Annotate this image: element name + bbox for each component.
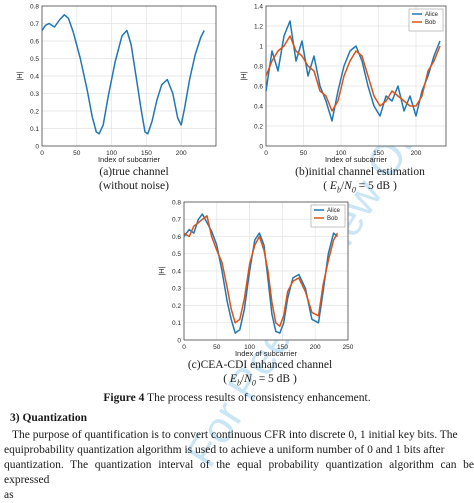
panel-b-caption: (b)initial channel estimation ( Eb/N0 = …	[270, 165, 450, 197]
panel-a-caption-line1: (a)true channel	[99, 166, 169, 178]
y-tick-label: 0.7	[172, 217, 181, 224]
x-tick-label: 250	[343, 344, 354, 351]
y-tick-label: 0.8	[254, 63, 263, 70]
body-paragraph: The purpose of quantification is to conv…	[4, 428, 474, 503]
y-tick-label: 0.2	[254, 123, 263, 130]
y-tick-label: 1.4	[254, 3, 263, 10]
paragraph-line-1: The purpose of quantification is to conv…	[12, 429, 458, 441]
y-tick-label: 0.8	[30, 3, 39, 10]
x-axis-label: Index of subcarrier	[235, 349, 298, 358]
y-tick-label: 0	[259, 143, 263, 150]
y-tick-label: 0.6	[172, 234, 181, 241]
legend-label-alice: Alice	[425, 12, 439, 18]
series-line-bob	[265, 35, 441, 112]
panel-c-caption-line1: (c)CEA-CDI enhanced channel	[187, 359, 333, 371]
panel-a-caption-line2: (without noise)	[99, 180, 169, 192]
x-tick-label: 150	[141, 150, 152, 157]
x-tick-label: 100	[336, 150, 347, 157]
panel-c-caption: (c)CEA-CDI enhanced channel ( Eb/N0 = 5 …	[180, 358, 340, 390]
x-tick-label: 50	[300, 150, 308, 157]
x-tick-label: 0	[182, 344, 186, 351]
x-tick-label: 50	[73, 150, 81, 157]
series-line-bob	[183, 215, 339, 327]
figure-caption-label: Figure 4	[103, 392, 145, 404]
paragraph-line-3: quantization. The quantization interval …	[4, 459, 474, 486]
y-tick-label: 0.5	[30, 56, 39, 63]
paragraph-line-4: as	[4, 489, 14, 501]
x-tick-label: 100	[106, 150, 117, 157]
y-tick-label: 1	[259, 43, 263, 50]
x-tick-label: 200	[176, 150, 187, 157]
x-tick-label: 200	[411, 150, 422, 157]
legend-label-alice: Alice	[327, 208, 341, 214]
y-tick-label: 0	[35, 143, 39, 150]
y-axis-label: |H|	[157, 266, 166, 275]
y-tick-label: 0.8	[172, 199, 181, 206]
x-tick-label: 200	[310, 344, 321, 351]
series-line-channel	[41, 14, 205, 135]
x-tick-label: 150	[277, 344, 288, 351]
plot-frame	[41, 5, 217, 147]
y-axis-label: |H|	[239, 71, 248, 80]
x-tick-label: 0	[264, 150, 268, 157]
y-tick-label: 0.2	[30, 108, 39, 115]
x-tick-label: 50	[213, 344, 221, 351]
y-tick-label: 0.7	[30, 21, 39, 28]
legend-label-bob: Bob	[327, 216, 338, 222]
y-tick-label: 0.2	[172, 303, 181, 310]
figure-caption: Figure 4 The process results of consiste…	[0, 392, 474, 404]
y-tick-label: 0.3	[172, 286, 181, 293]
panel-b-caption-line2: ( Eb/N0 = 5 dB )	[323, 180, 397, 195]
x-tick-label: 0	[40, 150, 44, 157]
panel-c-caption-line2: ( Eb/N0 = 5 dB )	[223, 373, 297, 388]
series-line-alice	[265, 20, 441, 122]
x-tick-label: 150	[373, 150, 384, 157]
panel-b-caption-line1: (b)initial channel estimation	[295, 166, 425, 178]
chart-initial-estimation: 0 50 100 150 200 0 0.2 0.4 0.6 0.8 1 1.2 1.4 Index of…	[239, 3, 447, 164]
y-tick-label: 1.2	[254, 23, 263, 30]
y-tick-label: 0.3	[30, 91, 39, 98]
paragraph-line-2: equiprobability quantization algorithm i…	[4, 444, 445, 456]
y-tick-label: 0	[177, 337, 181, 344]
panel-a-caption: (a)true channel (without noise)	[74, 165, 194, 193]
chart-cea-cdi-enhanced: 0 50 100 150 200 250 0 0.1 0.2 0.3 0.4 0.5 0.6 0.7 0.8…	[157, 199, 354, 358]
y-tick-label: 0.5	[172, 251, 181, 258]
figure-caption-text: The process results of consistency enhan…	[144, 392, 371, 404]
legend-label-bob: Bob	[425, 20, 436, 26]
y-tick-label: 0.1	[172, 320, 181, 327]
y-tick-label: 0.4	[254, 103, 263, 110]
y-tick-label: 0.1	[30, 126, 39, 133]
y-tick-label: 0.4	[172, 268, 181, 275]
x-axis-label: Index of subcarrier	[98, 155, 161, 164]
y-axis-label: |H|	[15, 71, 24, 80]
plot-frame	[183, 201, 349, 341]
section-heading: 3) Quantization	[10, 412, 87, 424]
y-tick-label: 0.6	[254, 83, 263, 90]
y-tick-label: 0.4	[30, 73, 39, 80]
x-axis-label: Index of subcarrier	[325, 155, 388, 164]
chart-true-channel: 0 50 100 150 200 0 0.1 0.2 0.3 0.4 0.5 0.6 0.7 0.8 Ind…	[15, 3, 217, 164]
x-tick-label: 100	[244, 344, 255, 351]
y-tick-label: 0.6	[30, 38, 39, 45]
